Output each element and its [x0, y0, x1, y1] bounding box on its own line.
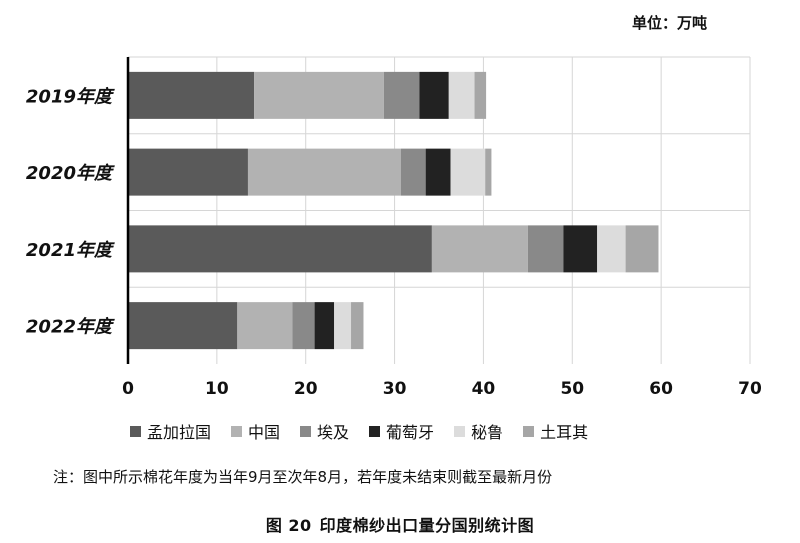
figure-number: 图 20	[265, 516, 312, 535]
legend-swatch	[130, 425, 141, 437]
bar-segment	[383, 71, 420, 119]
unit-label: 单位：万吨	[632, 14, 708, 32]
bar-segment	[597, 225, 626, 273]
bar-segment	[314, 302, 335, 350]
legend-swatch	[369, 425, 381, 437]
category-label: 2022年度	[26, 317, 115, 338]
legend-item: 中国	[231, 419, 280, 443]
bar-segment	[450, 148, 486, 196]
chart-note: 注：图中所示棉花年度为当年9月至次年8月，若年度未结束则截至最新月份	[53, 468, 553, 486]
legend-item: 秘鲁	[454, 419, 503, 443]
legend-item: 土耳其	[523, 419, 588, 443]
bar-segment	[474, 71, 487, 119]
category-label: 2019年度	[26, 86, 115, 107]
bar-segment	[237, 302, 293, 350]
bar-segment	[128, 302, 238, 350]
legend-swatch	[300, 425, 312, 437]
figure-title-text: 印度棉纱出口量分国别统计图	[319, 516, 535, 535]
bar-segment	[128, 148, 248, 196]
x-tick-label: 20	[294, 379, 318, 399]
legend-label: 埃及	[317, 423, 350, 442]
bar-segment	[425, 148, 451, 196]
x-tick-label: 40	[472, 379, 496, 399]
bar-segment	[400, 148, 426, 196]
bar-segment	[563, 225, 598, 273]
bar-segment	[351, 302, 364, 350]
legend-item: 葡萄牙	[369, 419, 434, 443]
x-tick-label: 30	[383, 379, 407, 399]
figure-title: 图 20 印度棉纱出口量分国别统计图	[0, 512, 800, 536]
bar-segment	[485, 148, 492, 196]
x-tick-label: 70	[738, 379, 762, 399]
category-label: 2020年度	[26, 163, 115, 184]
chart-legend: 孟加拉国 中国 埃及 葡萄牙 秘鲁 土耳其	[130, 420, 608, 442]
category-label: 2021年度	[26, 240, 115, 261]
legend-label: 葡萄牙	[386, 423, 435, 442]
legend-swatch	[523, 425, 535, 437]
bar-segment	[527, 225, 564, 273]
legend-swatch	[231, 425, 243, 437]
legend-label: 土耳其	[540, 423, 589, 442]
bar-segment	[128, 71, 255, 119]
x-tick-label: 10	[205, 379, 229, 399]
x-tick-label: 0	[122, 379, 134, 399]
legend-item: 埃及	[300, 419, 349, 443]
bar-segment	[625, 225, 659, 273]
bar-segment	[292, 302, 315, 350]
bar-segment	[247, 148, 401, 196]
bar-segment	[128, 225, 432, 273]
x-tick-label: 50	[560, 379, 584, 399]
bar-segment	[334, 302, 352, 350]
bar-segment	[419, 71, 449, 119]
x-tick-label: 60	[649, 379, 673, 399]
legend-label: 秘鲁	[471, 423, 504, 442]
bar-segment	[448, 71, 475, 119]
legend-label: 孟加拉国	[147, 423, 212, 442]
bar-segment	[254, 71, 384, 119]
bar-segment	[431, 225, 528, 273]
legend-label: 中国	[248, 423, 281, 442]
legend-swatch	[454, 425, 466, 437]
legend-item: 孟加拉国	[130, 419, 211, 443]
